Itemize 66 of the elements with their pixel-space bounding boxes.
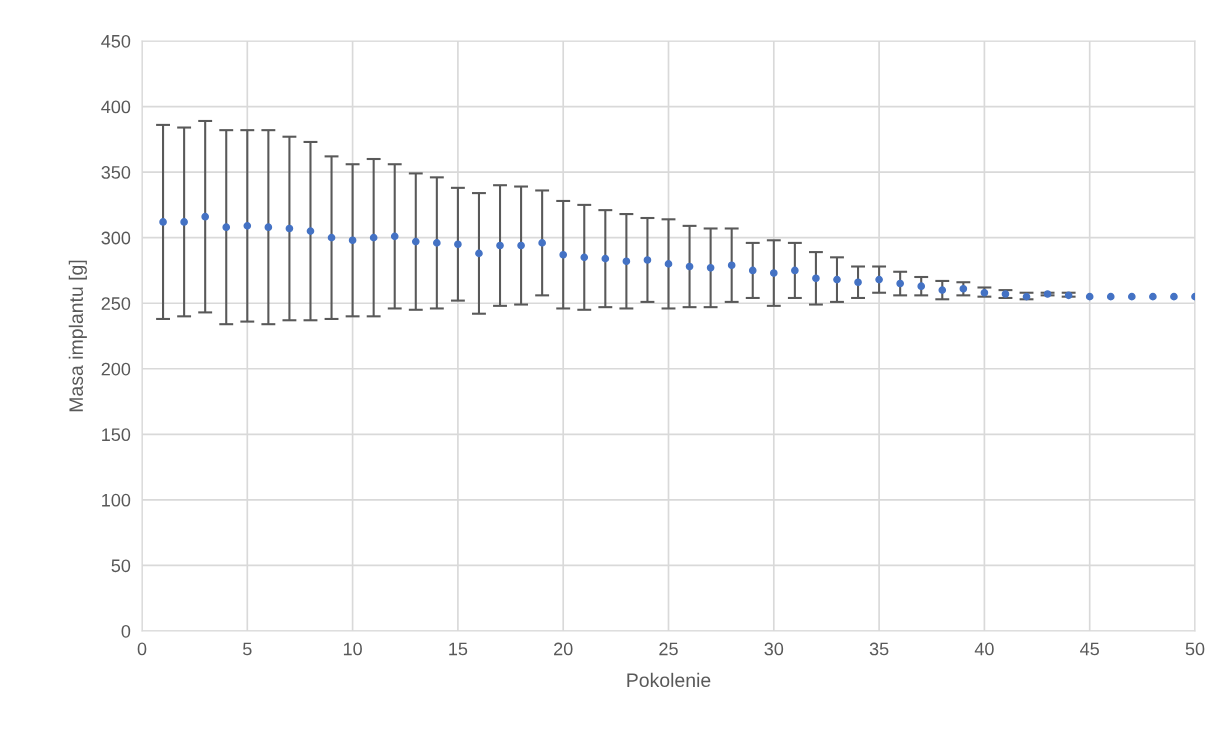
point	[1149, 292, 1157, 301]
point	[875, 275, 883, 284]
y-tick-label: 400	[101, 100, 131, 114]
point	[769, 269, 778, 277]
y-tick-label: 350	[101, 166, 131, 179]
x-tick-label: 30	[764, 642, 784, 656]
point	[285, 224, 294, 233]
x-tick-label: 25	[659, 642, 678, 656]
point	[1106, 292, 1115, 301]
x-axis-title: Pokolenie	[627, 672, 711, 688]
y-tick-label: 250	[101, 297, 131, 310]
point	[390, 232, 399, 241]
point	[896, 279, 904, 288]
x-tick-label: 20	[554, 642, 573, 656]
x-tick-label: 50	[1185, 642, 1205, 656]
point	[222, 223, 231, 231]
point	[1085, 292, 1094, 301]
point	[748, 266, 757, 275]
x-tick-label: 5	[243, 642, 252, 656]
point	[327, 233, 336, 242]
y-tick-label: 450	[101, 34, 131, 48]
point	[201, 212, 210, 221]
point	[538, 239, 546, 247]
y-tick-label: 0	[121, 624, 131, 638]
point	[433, 239, 441, 247]
point	[159, 218, 167, 226]
point	[475, 249, 483, 258]
y-tick-label: 300	[101, 231, 131, 245]
point	[706, 264, 715, 272]
y-tick-label: 50	[111, 559, 131, 573]
point	[727, 261, 736, 270]
point	[917, 282, 926, 290]
point	[1127, 292, 1136, 301]
point	[601, 254, 610, 263]
x-tick-label: 35	[869, 642, 889, 656]
point	[938, 286, 947, 294]
point	[1170, 292, 1178, 301]
point	[685, 262, 694, 271]
point	[559, 250, 568, 259]
point	[517, 241, 525, 250]
point	[643, 256, 652, 264]
point	[854, 278, 862, 287]
point	[496, 241, 504, 250]
point	[791, 266, 799, 275]
y-tick-label: 200	[101, 362, 131, 376]
y-tick-label: 100	[102, 493, 131, 507]
point	[622, 257, 631, 266]
x-tick-label: 15	[449, 642, 468, 656]
y-tick-label: 150	[102, 428, 131, 442]
x-tick-label: 40	[974, 642, 994, 656]
point	[180, 218, 188, 226]
x-tick-label: 10	[343, 642, 362, 656]
point	[369, 233, 378, 242]
point	[411, 237, 420, 246]
x-tick-label: 45	[1080, 642, 1099, 656]
point	[348, 236, 357, 245]
point	[833, 275, 841, 284]
x-tick-label: 0	[137, 642, 147, 656]
point	[454, 240, 462, 249]
point	[812, 274, 820, 283]
point	[664, 260, 673, 268]
point	[243, 222, 252, 230]
point	[264, 223, 273, 231]
point	[580, 253, 589, 262]
point	[306, 227, 315, 235]
y-axis-title: Masa implantu [g]	[68, 260, 87, 412]
